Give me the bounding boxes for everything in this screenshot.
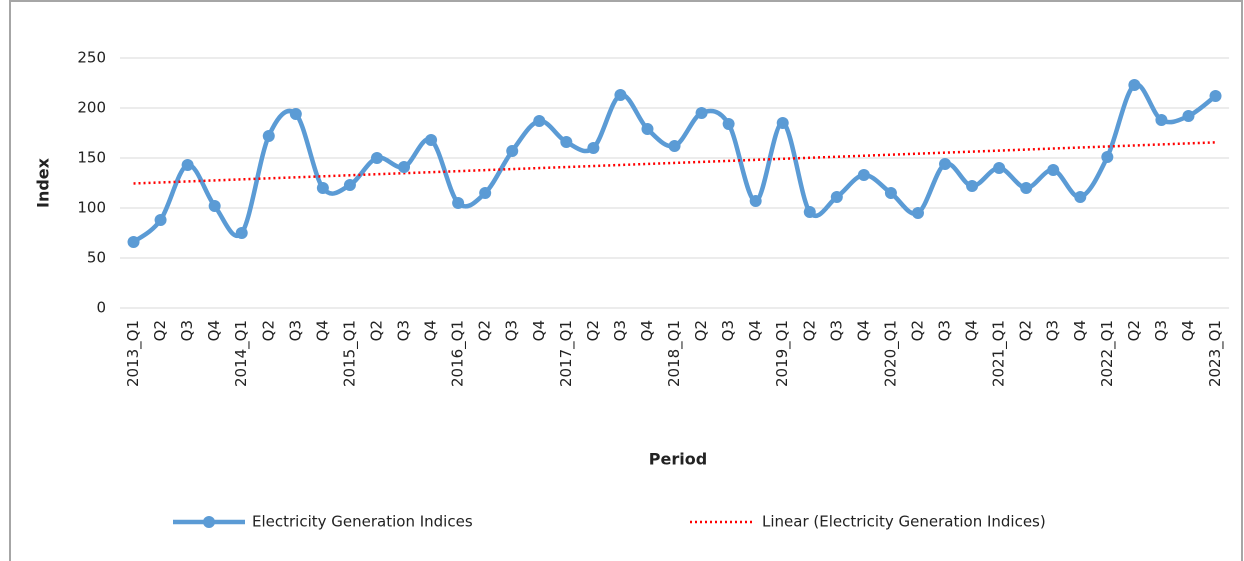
x-tick-label: Q2 <box>692 320 710 341</box>
data-point <box>1047 164 1060 176</box>
trend-line <box>133 141 1216 185</box>
x-tick-label: Q3 <box>719 320 737 341</box>
data-point <box>452 197 465 209</box>
data-point <box>587 142 600 154</box>
data-point <box>966 180 979 192</box>
data-point <box>533 115 546 127</box>
data-point <box>370 152 383 164</box>
data-point <box>208 200 221 212</box>
legend-marker <box>203 516 215 528</box>
x-tick-label: 2023_Q1 <box>1206 320 1225 387</box>
x-tick-label: Q4 <box>854 320 872 341</box>
x-tick-label: Q3 <box>611 320 629 341</box>
y-tick-label: 150 <box>77 149 106 167</box>
data-point <box>235 227 248 239</box>
y-tick-label: 0 <box>96 299 106 317</box>
data-point <box>181 159 194 171</box>
x-tick-label: Q2 <box>259 320 277 341</box>
data-point <box>560 136 573 148</box>
x-tick-label: 2018_Q1 <box>665 320 684 387</box>
data-point <box>722 118 735 130</box>
data-point <box>1128 79 1141 91</box>
data-point <box>343 179 356 191</box>
x-tick-label: 2015_Q1 <box>340 320 359 387</box>
x-tick-label: Q3 <box>827 320 845 341</box>
x-tick-label: Q2 <box>584 320 602 341</box>
legend-label: Linear (Electricity Generation Indices) <box>762 513 1046 531</box>
data-point <box>1101 151 1114 163</box>
x-tick-label: 2014_Q1 <box>232 320 251 387</box>
x-tick-label: Q4 <box>1071 320 1089 341</box>
y-axis-title: Index <box>34 157 53 208</box>
x-tick-label: Q3 <box>1152 320 1170 341</box>
x-tick-label: Q3 <box>1044 320 1062 341</box>
data-point <box>127 236 140 248</box>
data-point <box>884 187 897 199</box>
data-point <box>506 145 519 157</box>
x-tick-label: Q3 <box>395 320 413 341</box>
x-tick-label: 2016_Q1 <box>449 320 468 387</box>
x-tick-label: Q4 <box>746 320 764 341</box>
data-point <box>614 89 627 101</box>
x-tick-label: 2022_Q1 <box>1098 320 1117 387</box>
data-point <box>857 169 870 181</box>
data-point <box>641 123 654 135</box>
data-point <box>1020 182 1033 194</box>
x-tick-label: Q2 <box>908 320 926 341</box>
data-point <box>289 108 302 120</box>
data-point <box>479 187 492 199</box>
x-tick-label: Q4 <box>638 320 656 341</box>
x-tick-label: Q4 <box>313 320 331 341</box>
x-tick-label: Q3 <box>936 320 954 341</box>
x-tick-label: Q2 <box>1017 320 1035 341</box>
x-tick-label: 2013_Q1 <box>124 320 143 387</box>
data-point <box>262 130 275 142</box>
x-tick-label: Q2 <box>151 320 169 341</box>
data-point <box>425 134 438 146</box>
x-tick-label: Q3 <box>503 320 521 341</box>
data-point <box>695 107 708 119</box>
x-tick-label: Q4 <box>530 320 548 341</box>
x-tick-label: Q4 <box>1179 320 1197 341</box>
y-tick-label: 100 <box>77 199 106 217</box>
x-tick-label: Q3 <box>178 320 196 341</box>
x-tick-label: 2021_Q1 <box>990 320 1009 387</box>
data-point <box>749 195 762 207</box>
data-point <box>154 214 167 226</box>
y-tick-label: 50 <box>87 249 106 267</box>
data-point <box>993 162 1006 174</box>
x-axis-title: Period <box>649 450 707 469</box>
x-tick-label: Q3 <box>286 320 304 341</box>
data-point <box>939 158 952 170</box>
data-point <box>776 117 789 129</box>
x-tick-label: 2019_Q1 <box>773 320 792 387</box>
x-tick-label: Q4 <box>963 320 981 341</box>
x-tick-label: Q2 <box>476 320 494 341</box>
x-tick-label: Q2 <box>367 320 385 341</box>
legend-label: Electricity Generation Indices <box>252 513 473 531</box>
data-point <box>668 140 681 152</box>
x-tick-label: 2017_Q1 <box>557 320 576 387</box>
x-tick-label: Q2 <box>1125 320 1143 341</box>
data-point <box>1182 110 1195 122</box>
x-tick-label: 2020_Q1 <box>881 320 900 387</box>
data-point <box>803 206 816 218</box>
x-tick-label: Q4 <box>205 320 223 341</box>
data-point <box>1209 90 1222 102</box>
y-tick-label: 250 <box>77 49 106 67</box>
data-point <box>398 161 411 173</box>
x-tick-label: Q4 <box>422 320 440 341</box>
x-tick-label: Q2 <box>800 320 818 341</box>
data-point <box>830 191 843 203</box>
data-point <box>1074 191 1087 203</box>
y-tick-label: 200 <box>77 99 106 117</box>
data-point <box>911 207 924 219</box>
data-point <box>1155 114 1168 126</box>
data-point <box>316 182 329 194</box>
chart-frame <box>9 0 1243 561</box>
